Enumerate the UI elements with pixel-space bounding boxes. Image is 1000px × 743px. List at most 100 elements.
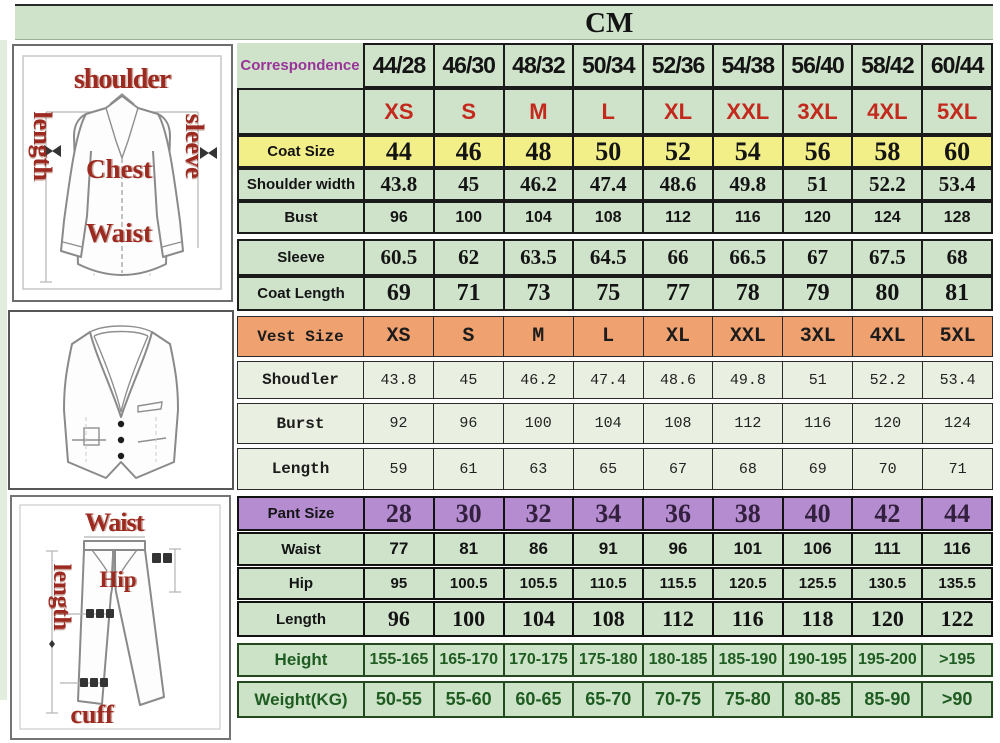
table-row-size-letters: XS S M L XL XXL 3XL 4XL 5XL <box>237 88 994 135</box>
cell-sleeve-col3: 63.5 <box>502 239 573 276</box>
cell-vest-size-col6: XXL <box>712 316 783 357</box>
cell-bust-col8: 124 <box>851 201 922 234</box>
cell-vest-bust-col4: 104 <box>572 403 643 444</box>
cell-pant-length-col3: 104 <box>502 601 573 637</box>
table-row-bust: Bust 96 100 104 108 112 116 120 124 128 <box>237 201 994 234</box>
cell-pant-hip-col1: 95 <box>363 567 433 600</box>
cell-sleeve-col5: 66 <box>642 239 712 276</box>
cell-height-col1: 155-165 <box>363 643 433 677</box>
unit-title: CM <box>585 7 634 39</box>
cell-vest-size-col8: 4XL <box>852 316 923 357</box>
cell-coat-length-col2: 71 <box>432 276 503 311</box>
cell-pant-waist-col5: 96 <box>642 532 712 566</box>
cell-size-letters-col6: XXL <box>711 88 782 135</box>
cell-pant-size-col9: 44 <box>921 496 994 531</box>
cell-pant-size-col7: 40 <box>781 496 852 531</box>
cell-coat-size-col9: 60 <box>921 135 994 168</box>
cell-bust-col2: 100 <box>432 201 503 234</box>
jacket-waist-label: Waist <box>86 218 152 248</box>
cell-pant-hip-col7: 125.5 <box>781 567 852 600</box>
cell-bust-col3: 104 <box>502 201 573 234</box>
cell-bust-col5: 112 <box>642 201 712 234</box>
cell-vest-shoulder-col3: 46.2 <box>502 361 573 399</box>
row-label-vest-bust: Burst <box>237 403 363 444</box>
cell-pant-hip-col3: 105.5 <box>502 567 573 600</box>
cell-coat-length-col3: 73 <box>502 276 573 311</box>
table-row-shoulder-width: Shoulder width 43.8 45 46.2 47.4 48.6 49.8 51 52… <box>237 168 994 201</box>
cell-vest-shoulder-col7: 51 <box>782 361 853 399</box>
table-row-pant-length: Length 96 100 104 108 112 116 118 120 122 <box>237 601 994 637</box>
row-label-height: Height <box>237 643 363 677</box>
cell-correspondence-col3: 48/32 <box>502 43 573 88</box>
cell-pant-size-col3: 32 <box>502 496 573 531</box>
table-row-pant-waist: Waist 77 81 86 91 96 101 106 111 116 <box>237 532 994 566</box>
cell-vest-size-col4: L <box>572 316 643 357</box>
pants-diagram-panel: Waist length Hip cuff <box>10 495 231 740</box>
cell-coat-size-col4: 50 <box>572 135 643 168</box>
row-label-vest-size: Vest Size <box>237 316 363 357</box>
pants-cuff-label: cuff <box>70 700 114 729</box>
row-label-pant-size: Pant Size <box>237 496 363 531</box>
cell-coat-size-col7: 56 <box>781 135 852 168</box>
cell-vest-bust-col8: 120 <box>852 403 923 444</box>
cell-coat-length-col5: 77 <box>642 276 712 311</box>
cell-pant-size-col5: 36 <box>642 496 712 531</box>
cell-size-letters-col1: XS <box>363 88 433 135</box>
unit-header-bar: CM <box>15 4 993 40</box>
cell-vest-bust-col6: 112 <box>712 403 783 444</box>
cell-coat-size-col6: 54 <box>711 135 782 168</box>
cell-size-letters-col7: 3XL <box>781 88 852 135</box>
cell-sleeve-col9: 68 <box>921 239 994 276</box>
cell-vest-size-col1: XS <box>363 316 433 357</box>
cell-size-letters-col8: 4XL <box>851 88 922 135</box>
cell-coat-size-col3: 48 <box>502 135 573 168</box>
cell-pant-hip-col2: 100.5 <box>432 567 503 600</box>
cell-bust-col6: 116 <box>711 201 782 234</box>
cell-weight-col5: 70-75 <box>642 681 712 718</box>
cell-coat-length-col7: 79 <box>781 276 852 311</box>
table-row-coat-length: Coat Length 69 71 73 75 77 78 79 80 81 <box>237 276 994 311</box>
pants-hip-label: Hip <box>99 567 136 592</box>
cell-vest-length-col5: 67 <box>642 448 713 490</box>
cell-vest-length-col6: 68 <box>712 448 783 490</box>
cell-size-letters-col4: L <box>572 88 643 135</box>
table-row-height: Height 155-165 165-170 170-175 175-180 180-18… <box>237 643 994 677</box>
cell-pant-size-col2: 30 <box>432 496 503 531</box>
cell-pant-waist-col9: 116 <box>921 532 994 566</box>
cell-coat-length-col4: 75 <box>572 276 643 311</box>
cell-coat-length-col9: 81 <box>921 276 994 311</box>
table-row-pant-size: Pant Size 28 30 32 34 36 38 40 42 44 <box>237 496 994 531</box>
cell-sleeve-col7: 67 <box>781 239 852 276</box>
cell-sleeve-col8: 67.5 <box>851 239 922 276</box>
cell-vest-bust-col5: 108 <box>642 403 713 444</box>
cell-vest-length-col2: 61 <box>432 448 503 490</box>
cell-height-col7: 190-195 <box>781 643 852 677</box>
cell-shoulder-width-col2: 45 <box>432 168 503 201</box>
cell-shoulder-width-col1: 43.8 <box>363 168 433 201</box>
table-row-vest-size: Vest Size XS S M L XL XXL 3XL 4XL 5XL <box>237 316 994 357</box>
cell-correspondence-col4: 50/34 <box>572 43 643 88</box>
cell-pant-length-col9: 122 <box>921 601 994 637</box>
cell-pant-length-col2: 100 <box>432 601 503 637</box>
cell-size-letters-col5: XL <box>642 88 712 135</box>
cell-pant-hip-col5: 115.5 <box>642 567 712 600</box>
cell-correspondence-col8: 58/42 <box>851 43 922 88</box>
row-label-weight: Weight(KG) <box>237 681 363 718</box>
cell-shoulder-width-col8: 52.2 <box>851 168 922 201</box>
cell-correspondence-col2: 46/30 <box>432 43 503 88</box>
cell-pant-hip-col8: 130.5 <box>851 567 922 600</box>
cell-vest-bust-col3: 100 <box>502 403 573 444</box>
cell-vest-bust-col9: 124 <box>922 403 994 444</box>
cell-vest-length-col9: 71 <box>922 448 994 490</box>
cell-pant-waist-col4: 91 <box>572 532 643 566</box>
cell-pant-waist-col2: 81 <box>432 532 503 566</box>
cell-pant-size-col8: 42 <box>851 496 922 531</box>
cell-height-col3: 170-175 <box>502 643 573 677</box>
row-label-sleeve: Sleeve <box>237 239 363 276</box>
cell-sleeve-col4: 64.5 <box>572 239 643 276</box>
cell-shoulder-width-col5: 48.6 <box>642 168 712 201</box>
cell-vest-bust-col2: 96 <box>432 403 503 444</box>
cell-pant-length-col7: 118 <box>781 601 852 637</box>
cell-vest-length-col4: 65 <box>572 448 643 490</box>
vest-diagram <box>63 325 179 479</box>
